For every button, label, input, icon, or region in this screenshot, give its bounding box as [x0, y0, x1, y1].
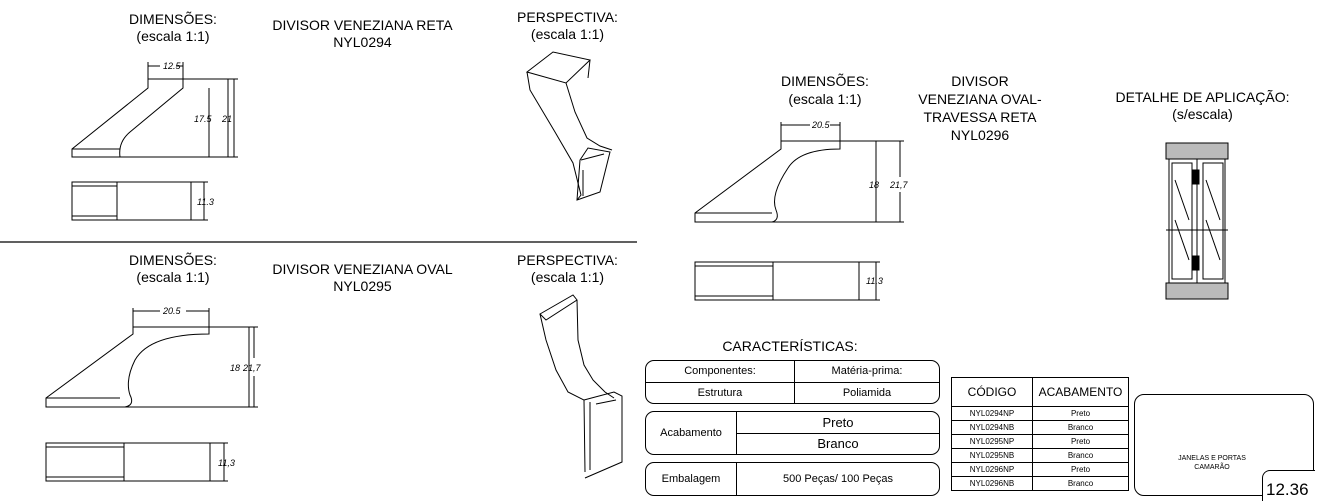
detail-scale: (s/escala) [1172, 106, 1233, 122]
material-value: Poliamida [842, 387, 892, 399]
dim-label: 18 [869, 180, 879, 190]
table-row: NYL0295NP Preto [951, 434, 1129, 449]
page-number-notch [1262, 470, 1315, 501]
table-header: CÓDIGO [951, 377, 1033, 407]
component-value: Estrutura [697, 387, 743, 399]
code-cell: NYL0294NB [951, 420, 1033, 435]
finish-cell: Preto [1032, 434, 1129, 449]
dims-scale: (escala 1:1) [136, 28, 210, 44]
table-row: NYL0294NP Preto [951, 406, 1129, 421]
finish-cell: Branco [1032, 420, 1129, 435]
finish-option: Preto [822, 415, 854, 430]
top-view-oval-travessa [694, 261, 880, 301]
packaging-box: Embalagem 500 Peças/ 100 Peças [645, 462, 940, 496]
application-detail-drawing [1165, 142, 1229, 300]
dims-scale: (escala 1:1) [788, 91, 862, 107]
dim-label: 17.5 [194, 114, 213, 124]
packaging-label: Embalagem [661, 473, 721, 485]
product-name: DIVISOR VENEZIANA RETA [272, 17, 453, 33]
table-row: NYL0295NB Branco [951, 448, 1129, 463]
dim-label: 11.3 [197, 197, 214, 207]
codes-table: CÓDIGO ACABAMENTO NYL0294NP Preto NYL0294… [951, 377, 1129, 491]
perspective-title: PERSPECTIVA: [517, 9, 618, 25]
perspective-title: PERSPECTIVA: [517, 252, 618, 268]
detail-title: DETALHE DE APLICAÇÃO: [1115, 89, 1290, 105]
logo-text-line1: JANELAS E PORTAS [1178, 455, 1246, 462]
components-box: Componentes: Matéria-prima: Estrutura Po… [645, 360, 940, 404]
perspective-drawing-reta [525, 51, 613, 201]
page-number: 12.36 [1266, 480, 1309, 499]
table-row: NYL0296NB Branco [951, 476, 1129, 491]
table-row: NYL0296NP Preto [951, 462, 1129, 477]
material-label: Matéria-prima: [831, 365, 903, 377]
dims-title: DIMENSÕES: [129, 252, 217, 268]
finish-cell: Branco [1032, 476, 1129, 491]
components-label: Componentes: [684, 365, 756, 377]
product-code: NYL0296 [950, 127, 1010, 143]
dim-label: 21,7 [242, 363, 262, 373]
dim-label: 21,7 [889, 180, 909, 190]
code-cell: NYL0295NP [951, 434, 1033, 449]
code-cell: NYL0296NP [951, 462, 1033, 477]
code-cell: NYL0295NB [951, 448, 1033, 463]
table-header: ACABAMENTO [1032, 377, 1129, 407]
packaging-value: 500 Peças/ 100 Peças [782, 473, 894, 485]
perspective-scale: (escala 1:1) [530, 26, 605, 42]
finish-label: Acabamento [660, 427, 722, 439]
dims-title: DIMENSÕES: [129, 11, 217, 27]
perspective-drawing-oval [539, 294, 623, 479]
finish-cell: Preto [1032, 406, 1129, 421]
dim-label: 12.5 [163, 61, 182, 71]
finish-cell: Preto [1032, 462, 1129, 477]
product-name-line3: TRAVESSA RETA [923, 109, 1037, 125]
characteristics-title: CARACTERÍSTICAS: [722, 338, 858, 354]
product-name-line2: VENEZIANA OVAL- [918, 91, 1042, 107]
dim-label: 11,3 [218, 458, 235, 468]
finish-box: Acabamento Preto Branco [645, 411, 940, 455]
dim-label: 20.5 [811, 120, 831, 130]
dims-title: DIMENSÕES: [781, 73, 869, 89]
code-cell: NYL0294NP [951, 406, 1033, 421]
profile-drawing-reta [71, 62, 238, 158]
dims-scale: (escala 1:1) [136, 269, 210, 285]
dim-label: 21 [221, 114, 232, 124]
product-name-line1: DIVISOR [951, 73, 1009, 89]
top-view-reta [71, 181, 208, 221]
product-code: NYL0294 [333, 34, 392, 50]
dim-label: 11,3 [866, 276, 883, 286]
perspective-scale: (escala 1:1) [530, 269, 605, 285]
dim-label: 20.5 [162, 306, 182, 316]
finish-option: Branco [817, 436, 859, 451]
product-name: DIVISOR VENEZIANA OVAL [272, 261, 453, 277]
product-code: NYL0295 [333, 278, 392, 294]
logo-text-line2: CAMARÃO [1194, 464, 1230, 471]
finish-cell: Branco [1032, 448, 1129, 463]
top-view-oval [45, 442, 228, 482]
code-cell: NYL0296NB [951, 476, 1033, 491]
profile-drawing-oval-travessa [694, 122, 904, 223]
dim-label: 18 [230, 363, 240, 373]
profile-drawing-oval [45, 308, 258, 408]
table-row: NYL0294NB Branco [951, 420, 1129, 435]
